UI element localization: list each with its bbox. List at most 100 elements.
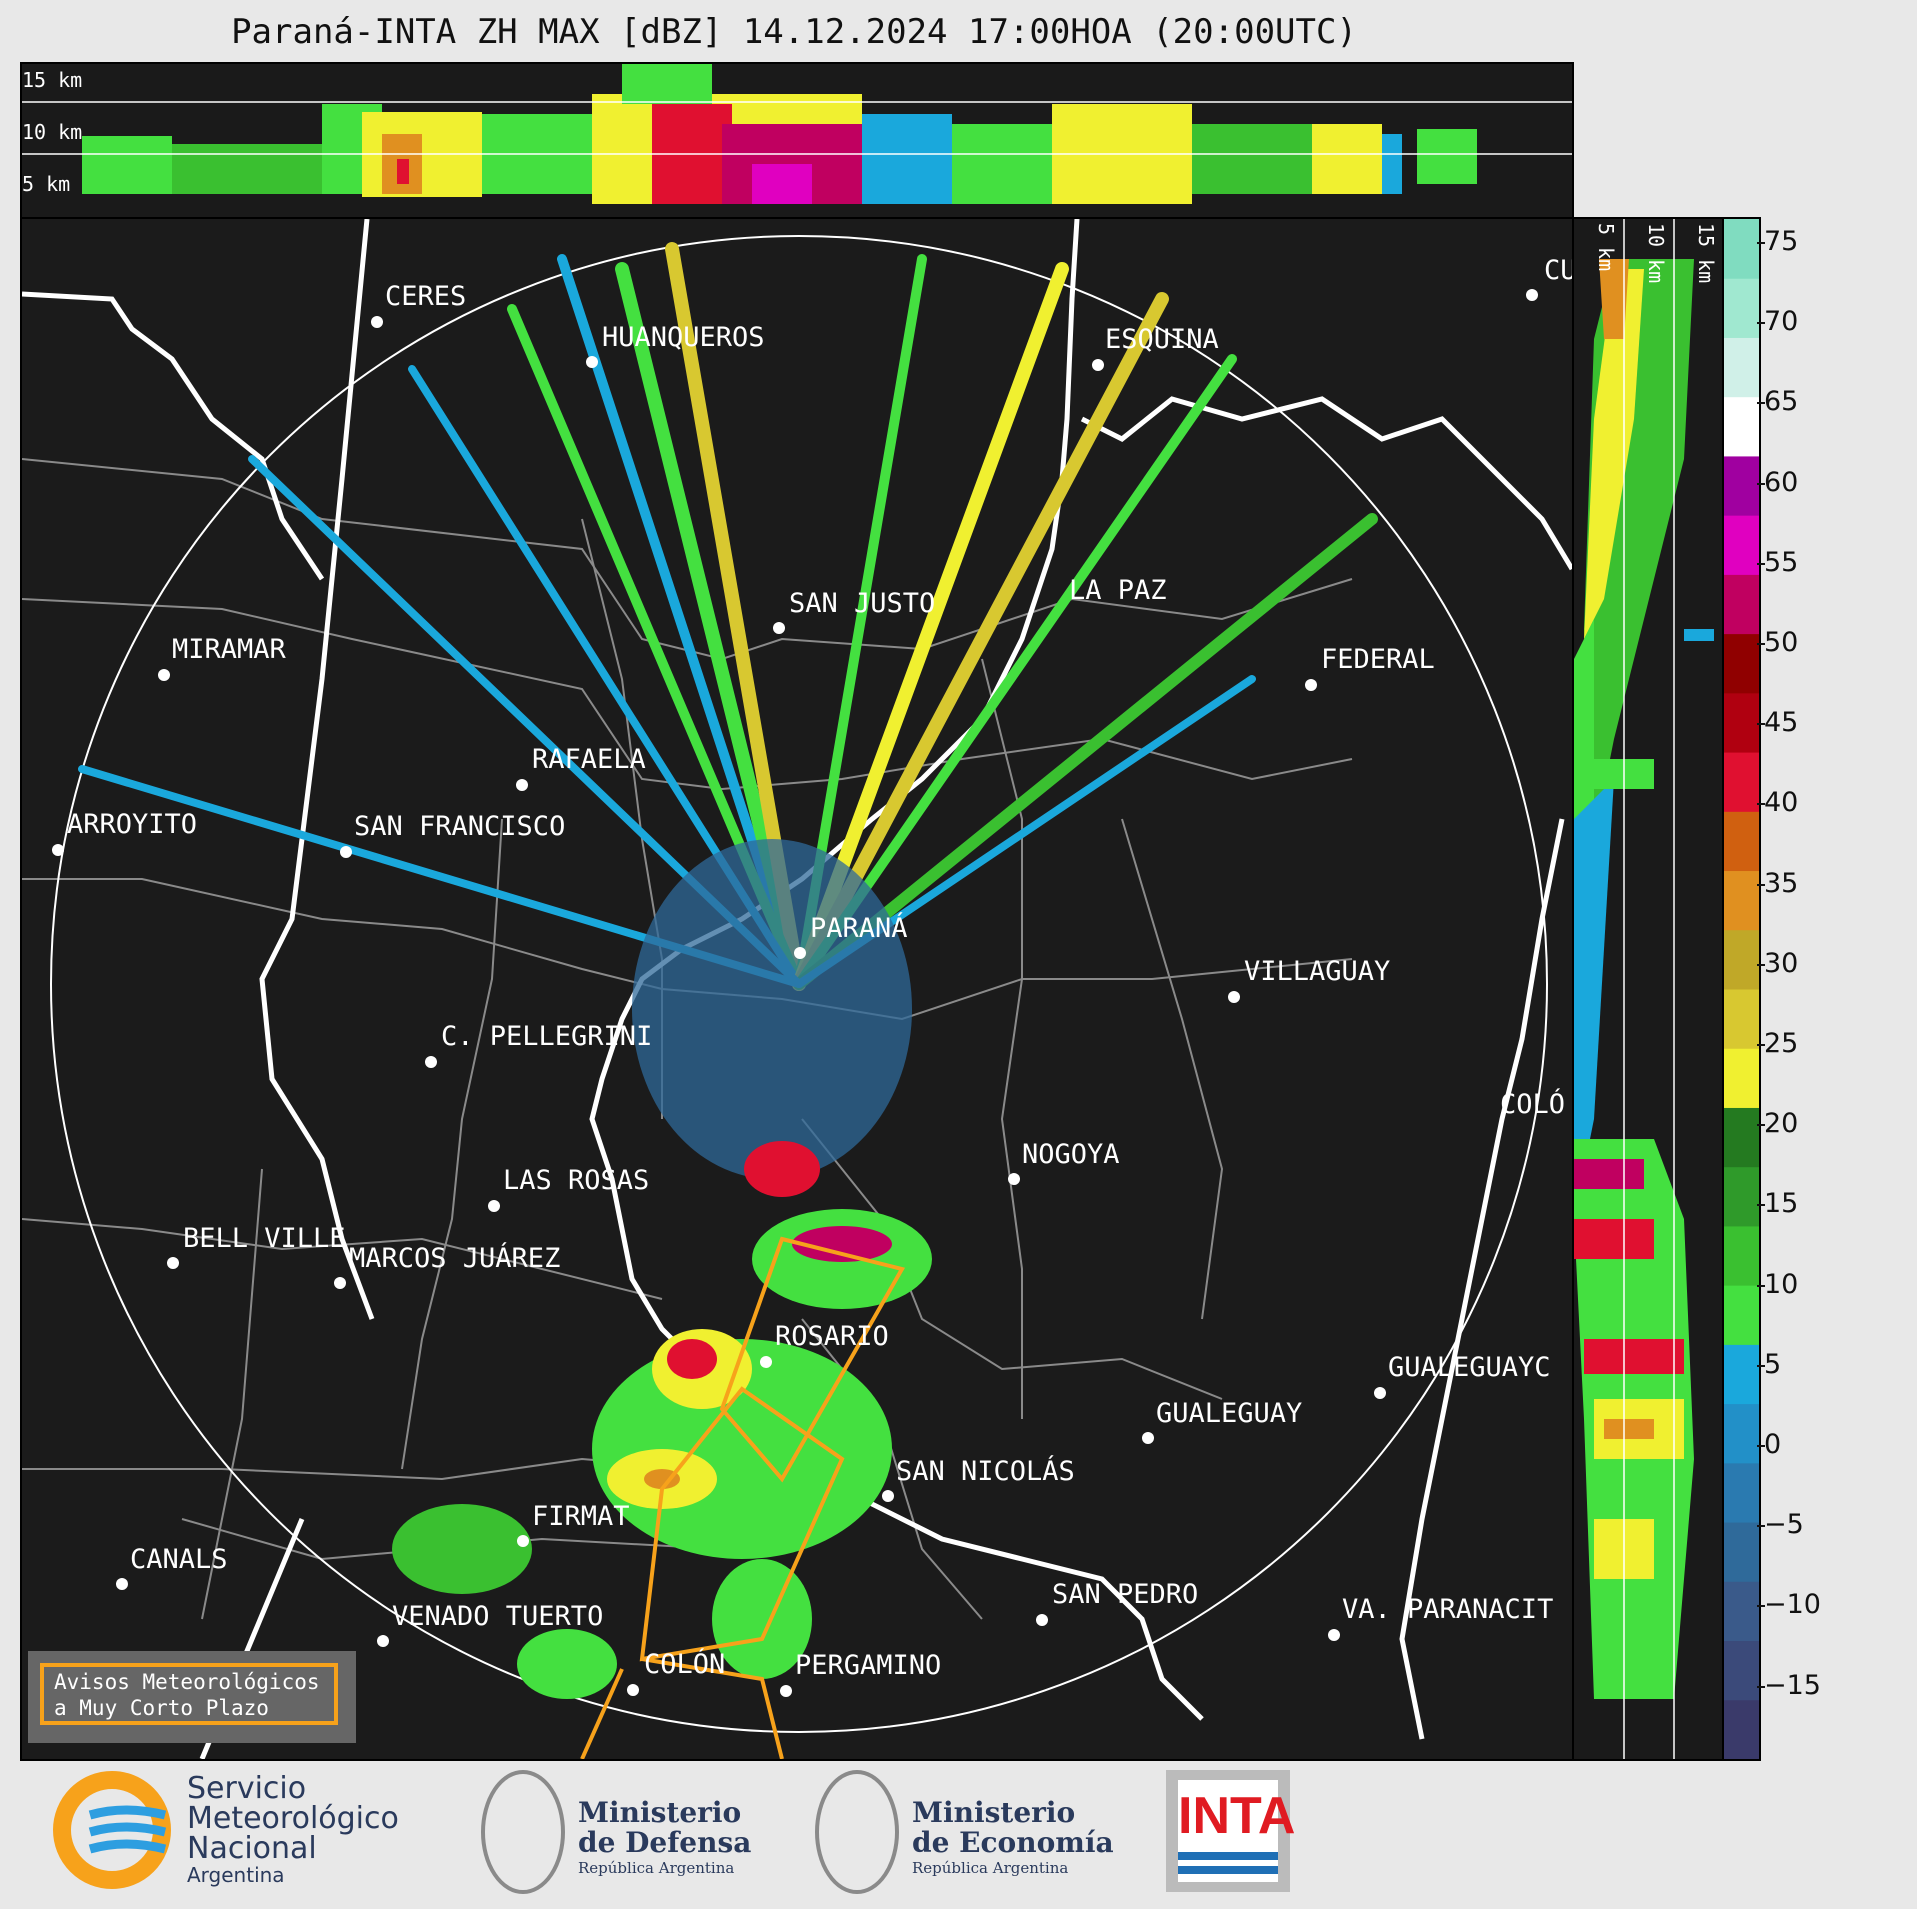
warnings-legend-line2: a Muy Corto Plazo [54,1696,269,1720]
city-label: CANALS [130,1544,228,1575]
city-label: COLÓN [644,1649,726,1680]
colorbar-tick-mark [1757,963,1765,966]
colorbar-tick-mark [1757,1204,1765,1207]
footer-logos: Servicio Meteorológico Nacional Argentin… [0,1760,1917,1909]
city-dot [52,844,64,856]
smn-line1: Servicio [187,1771,307,1806]
city-dot [340,846,352,858]
city-dot [1036,1614,1048,1626]
smn-logo-text: Servicio Meteorológico Nacional Argentin… [187,1771,399,1887]
city-label: LAS ROSAS [503,1165,650,1196]
right-section-label-5km: 5 km [1594,223,1618,272]
colorbar-tick-mark [1757,1525,1765,1528]
city-label: VA. PARANACIT [1342,1594,1554,1625]
colorbar-swatch [1724,455,1759,516]
inta-logo: INTA [1178,1787,1296,1845]
city-label: FEDERAL [1321,644,1435,675]
city-label: FIRMAT [532,1501,630,1532]
city-label: VENADO TUERTO [392,1601,604,1632]
colorbar-swatch [1724,1107,1759,1168]
city-label: SAN FRANCISCO [354,811,566,842]
city-dot [627,1684,639,1696]
colorbar-tick-mark [1757,242,1765,244]
colorbar-tick-label: 15 [1764,1188,1799,1220]
city-dot [371,316,383,328]
colorbar-tick-mark [1757,1685,1765,1688]
colorbar-tick-mark [1757,1364,1765,1367]
economia-line1: Ministerio [912,1796,1076,1829]
colorbar-tick-mark [1757,1044,1765,1046]
city-dot [1526,289,1538,301]
city-dot [882,1490,894,1502]
colorbar-tick-mark [1757,1445,1765,1447]
city-label: BELL VILLE [183,1223,346,1254]
colorbar-swatch [1724,692,1759,753]
city-dot [116,1578,128,1590]
defensa-line2: de Defensa [578,1826,752,1859]
colorbar-swatches [1724,219,1759,1759]
city-dot [516,779,528,791]
city-label: RAFAELA [532,744,646,775]
defensa-logo-text: Ministerio de Defensa República Argentin… [578,1798,751,1878]
city-label: ARROYITO [67,809,198,840]
radar-map: CERES HUANQUEROS ESQUINA CU MIRAMAR SAN … [20,217,1574,1761]
economia-line3: República Argentina [912,1859,1069,1877]
smn-line2: Meteorológico [187,1801,399,1836]
colorbar-swatch [1724,870,1759,931]
city-label: VILLAGUAY [1244,956,1391,987]
colorbar-tick-mark [1757,643,1765,645]
city-dot [1374,1387,1386,1399]
colorbar-swatch [1724,1225,1759,1286]
colorbar-tick-label: −5 [1764,1509,1804,1541]
page-title: Paraná-INTA ZH MAX [dBZ] 14.12.2024 17:0… [231,12,1357,52]
colorbar-tick-label: 25 [1764,1028,1799,1059]
defensa-line1: Ministerio [578,1796,742,1829]
city-label: CERES [385,281,467,312]
city-label: SAN PEDRO [1052,1579,1199,1610]
right-section-label-15km: 15 km [1694,223,1718,284]
city-dot [1305,679,1317,691]
colorbar-swatch [1724,1048,1759,1108]
colorbar-tick-mark [1757,402,1765,405]
city-dot [1142,1432,1154,1444]
economia-logo-text: Ministerio de Economía República Argenti… [912,1798,1114,1878]
smn-line3: Nacional [187,1831,317,1866]
colorbar-tick-label: 60 [1764,466,1799,498]
city-label: SAN NICOLÁS [896,1456,1075,1487]
city-dot [425,1056,437,1068]
colorbar-tick-mark [1757,322,1765,325]
colorbar-swatch [1724,1344,1759,1405]
colorbar-tick-label: 0 [1764,1429,1782,1460]
radar-map-canvas [22,219,1572,1759]
city-label: CU [1544,255,1574,286]
colorbar-swatch [1724,337,1759,398]
colorbar-tick-mark [1757,562,1765,565]
colorbar-tick-mark [1757,1124,1765,1127]
city-label: C. PELLEGRINI [441,1021,653,1052]
right-section-label-10km: 10 km [1644,223,1668,284]
city-label: MARCOS JUÁREZ [349,1243,561,1274]
colorbar-swatch [1724,752,1759,812]
warnings-legend: Avisos Meteorológicos a Muy Corto Plazo [28,1651,356,1743]
city-dot [377,1635,389,1647]
colorbar-swatch [1724,278,1759,338]
warnings-legend-box: Avisos Meteorológicos a Muy Corto Plazo [40,1663,338,1725]
colorbar-tick-label: −15 [1764,1669,1821,1701]
city-dot [773,622,785,634]
city-label: LA PAZ [1069,575,1167,606]
right-cross-section-echoes [1574,219,1714,1759]
colorbar-swatch [1724,1285,1759,1345]
city-label: GUALEGUAY [1156,1398,1303,1429]
city-dot [1328,1629,1340,1641]
city-dot [1092,359,1104,371]
colorbar-tick-label: 50 [1764,627,1799,658]
colorbar-swatch [1724,929,1759,990]
colorbar-tick-mark [1757,482,1765,485]
city-dot [1008,1173,1020,1185]
colorbar-tick-label: 30 [1764,947,1799,979]
colorbar-swatch [1724,219,1759,279]
top-section-label-15km: 15 km [22,68,83,92]
colorbar-tick-mark [1757,1605,1765,1608]
colorbar-swatch [1724,811,1759,872]
city-dot [167,1257,179,1269]
